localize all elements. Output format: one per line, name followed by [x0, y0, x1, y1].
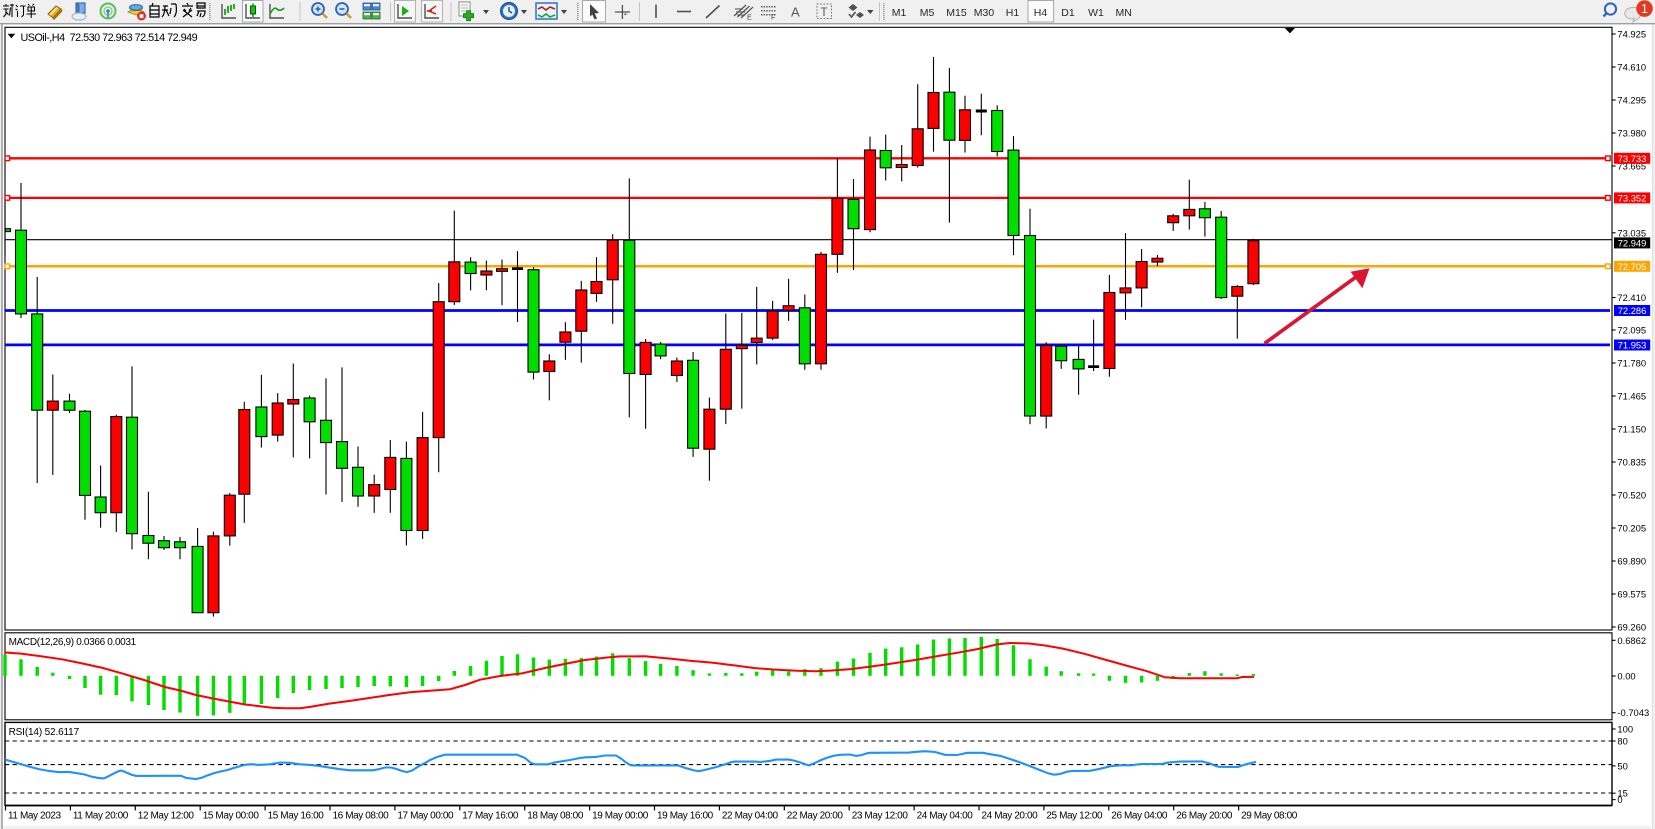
- svg-text:71.780: 71.780: [1617, 358, 1646, 369]
- svg-text:50: 50: [1617, 760, 1627, 771]
- svg-text:M5: M5: [920, 7, 935, 19]
- svg-text:19 May 16:00: 19 May 16:00: [657, 811, 714, 822]
- svg-text:M15: M15: [946, 7, 967, 19]
- svg-text:74.925: 74.925: [1617, 29, 1646, 40]
- svg-text:F: F: [771, 15, 775, 22]
- svg-text:RSI(14) 52.6117: RSI(14) 52.6117: [9, 727, 80, 738]
- svg-text:E: E: [747, 15, 752, 22]
- svg-text:71.953: 71.953: [1618, 340, 1647, 351]
- svg-text:17 May 00:00: 17 May 00:00: [397, 811, 454, 822]
- svg-text:0.6862: 0.6862: [1617, 635, 1646, 646]
- svg-text:74.610: 74.610: [1617, 62, 1646, 73]
- svg-text:22 May 20:00: 22 May 20:00: [787, 811, 844, 822]
- svg-text:73.665: 73.665: [1617, 161, 1646, 172]
- svg-text:W1: W1: [1088, 7, 1104, 19]
- svg-text:M1: M1: [892, 7, 907, 19]
- svg-text:H1: H1: [1006, 7, 1020, 19]
- svg-text:22 May 04:00: 22 May 04:00: [722, 811, 779, 822]
- svg-text:69.890: 69.890: [1617, 556, 1646, 567]
- svg-text:T: T: [821, 7, 828, 19]
- svg-text:70.835: 70.835: [1617, 457, 1646, 468]
- svg-text:15: 15: [1617, 788, 1627, 799]
- svg-text:-0.7043: -0.7043: [1617, 707, 1649, 718]
- svg-text:26 May 04:00: 26 May 04:00: [1111, 811, 1168, 822]
- svg-text:69.260: 69.260: [1617, 622, 1646, 633]
- svg-text:H4: H4: [1034, 7, 1048, 19]
- svg-text:26 May 20:00: 26 May 20:00: [1176, 811, 1233, 822]
- svg-text:D1: D1: [1061, 7, 1075, 19]
- svg-text:15 May 00:00: 15 May 00:00: [203, 811, 260, 822]
- svg-text:72.095: 72.095: [1617, 325, 1646, 336]
- svg-text:73.352: 73.352: [1618, 192, 1647, 203]
- svg-text:71.150: 71.150: [1617, 424, 1646, 435]
- svg-text:15 May 16:00: 15 May 16:00: [268, 811, 325, 822]
- svg-text:74.295: 74.295: [1617, 95, 1646, 106]
- svg-text:72.949: 72.949: [1618, 237, 1647, 248]
- svg-text:72.705: 72.705: [1618, 261, 1647, 272]
- svg-text:1: 1: [1641, 2, 1648, 16]
- svg-text:0.00: 0.00: [1617, 671, 1635, 682]
- svg-text:0: 0: [1617, 794, 1622, 805]
- svg-text:70.205: 70.205: [1617, 523, 1646, 534]
- svg-text:19 May 00:00: 19 May 00:00: [592, 811, 649, 822]
- svg-text:72.286: 72.286: [1618, 305, 1647, 316]
- svg-text:100: 100: [1617, 724, 1633, 735]
- svg-text:M30: M30: [974, 7, 995, 19]
- svg-text:80: 80: [1617, 736, 1627, 747]
- svg-text:16 May 08:00: 16 May 08:00: [333, 811, 390, 822]
- svg-text:MN: MN: [1116, 7, 1132, 19]
- svg-text:71.465: 71.465: [1617, 391, 1646, 402]
- svg-text:70.520: 70.520: [1617, 490, 1646, 501]
- svg-text:17 May 16:00: 17 May 16:00: [462, 811, 519, 822]
- svg-text:11 May 2023: 11 May 2023: [8, 811, 62, 822]
- svg-text:72.410: 72.410: [1617, 292, 1646, 303]
- svg-text:11 May 20:00: 11 May 20:00: [73, 811, 129, 822]
- svg-text:12 May 12:00: 12 May 12:00: [138, 811, 195, 822]
- svg-text:24 May 20:00: 24 May 20:00: [982, 811, 1039, 822]
- svg-text:29 May 08:00: 29 May 08:00: [1241, 811, 1298, 822]
- svg-text:73.733: 73.733: [1618, 153, 1647, 164]
- svg-text:MACD(12,26,9) 0.0366 0.0031: MACD(12,26,9) 0.0366 0.0031: [9, 637, 137, 648]
- svg-text:25 May 12:00: 25 May 12:00: [1046, 811, 1103, 822]
- svg-text:A: A: [791, 5, 800, 20]
- svg-text:24 May 04:00: 24 May 04:00: [917, 811, 974, 822]
- svg-text:23 May 12:00: 23 May 12:00: [852, 811, 909, 822]
- svg-text:USOil-,H4 72.530 72.963 72.51: USOil-,H4 72.530 72.963 72.514 72.949: [21, 32, 198, 44]
- svg-text:18 May 08:00: 18 May 08:00: [527, 811, 584, 822]
- svg-text:69.575: 69.575: [1617, 589, 1646, 600]
- svg-text:73.035: 73.035: [1617, 227, 1646, 238]
- svg-text:73.980: 73.980: [1617, 128, 1646, 139]
